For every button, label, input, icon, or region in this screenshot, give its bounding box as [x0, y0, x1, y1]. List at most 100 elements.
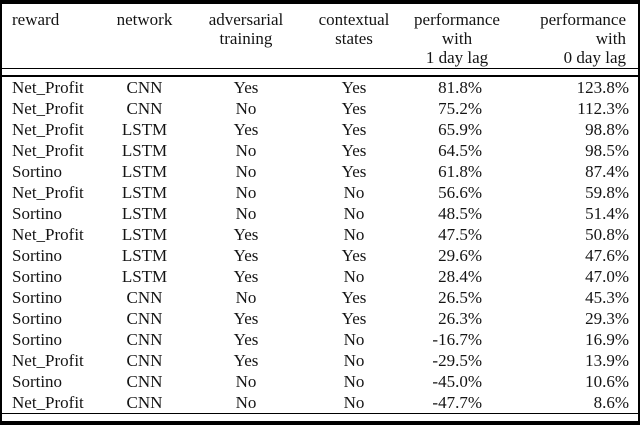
cell-performance-0day-lag: 123.8%: [576, 78, 629, 97]
cell-performance-1day-lag: -16.7%: [432, 330, 482, 349]
table-row: Sortino CNN No No -45.0% 10.6%: [2, 371, 638, 392]
cell-reward: Net_Profit: [12, 120, 84, 139]
cell-performance-1day-lag: 47.5%: [438, 225, 482, 244]
cell-adversarial-training: Yes: [233, 225, 259, 244]
cell-reward: Net_Profit: [12, 183, 84, 202]
cell-reward: Sortino: [12, 330, 63, 349]
cell-contextual-states: Yes: [341, 309, 367, 328]
cell-performance-0day-lag: 87.4%: [585, 162, 629, 181]
header-line: with: [441, 29, 473, 48]
header-line: reward: [12, 10, 60, 29]
cell-reward: Net_Profit: [12, 351, 84, 370]
cell-reward: Sortino: [12, 267, 63, 286]
cell-network: CNN: [126, 330, 163, 349]
cell-reward: Net_Profit: [12, 393, 84, 412]
cell-adversarial-training: No: [235, 99, 257, 118]
cell-performance-0day-lag: 98.8%: [585, 120, 629, 139]
cell-contextual-states: No: [343, 351, 365, 370]
cell-performance-0day-lag: 47.0%: [585, 267, 629, 286]
header-row: reward network adversarial training cont…: [2, 4, 638, 69]
cell-network: LSTM: [121, 120, 168, 139]
cell-network: LSTM: [121, 162, 168, 181]
cell-performance-1day-lag: 64.5%: [438, 141, 482, 160]
cell-adversarial-training: No: [235, 288, 257, 307]
col-header-network: network: [107, 4, 182, 69]
cell-performance-0day-lag: 59.8%: [585, 183, 629, 202]
cell-network: CNN: [126, 78, 163, 97]
cell-adversarial-training: Yes: [233, 246, 259, 265]
results-table: reward network adversarial training cont…: [2, 4, 638, 421]
cell-reward: Net_Profit: [12, 99, 84, 118]
cell-contextual-states: No: [343, 183, 365, 202]
table-row: Sortino LSTM Yes Yes 29.6% 47.6%: [2, 245, 638, 266]
table-row: Sortino LSTM Yes No 28.4% 47.0%: [2, 266, 638, 287]
cell-performance-1day-lag: -29.5%: [432, 351, 482, 370]
header-line: 1 day lag: [425, 48, 489, 67]
table-row: Sortino LSTM No Yes 61.8% 87.4%: [2, 161, 638, 182]
cell-network: LSTM: [121, 204, 168, 223]
cell-adversarial-training: No: [235, 141, 257, 160]
cell-contextual-states: No: [343, 330, 365, 349]
cell-network: LSTM: [121, 267, 168, 286]
cell-network: CNN: [126, 351, 163, 370]
cell-performance-1day-lag: 56.6%: [438, 183, 482, 202]
cell-network: LSTM: [121, 141, 168, 160]
cell-adversarial-training: Yes: [233, 78, 259, 97]
cell-adversarial-training: Yes: [233, 267, 259, 286]
cell-network: LSTM: [121, 246, 168, 265]
cell-adversarial-training: Yes: [233, 330, 259, 349]
table-footer: [2, 413, 638, 421]
cell-reward: Sortino: [12, 288, 63, 307]
col-header-contextual-states: contextual states: [310, 4, 398, 69]
cell-network: CNN: [126, 309, 163, 328]
cell-contextual-states: Yes: [341, 78, 367, 97]
table-header: reward network adversarial training cont…: [2, 4, 638, 77]
cell-performance-1day-lag: 61.8%: [438, 162, 482, 181]
cell-adversarial-training: No: [235, 372, 257, 391]
header-line: training: [219, 29, 273, 48]
cell-network: LSTM: [121, 225, 168, 244]
cell-performance-0day-lag: 51.4%: [585, 204, 629, 223]
cell-network: CNN: [126, 288, 163, 307]
header-double-rule: [2, 68, 638, 77]
cell-performance-0day-lag: 98.5%: [585, 141, 629, 160]
cell-performance-0day-lag: 50.8%: [585, 225, 629, 244]
table-row: Sortino CNN Yes No -16.7% 16.9%: [2, 329, 638, 350]
cell-contextual-states: Yes: [341, 246, 367, 265]
bottom-thin-rule: [2, 413, 638, 421]
cell-contextual-states: Yes: [341, 99, 367, 118]
cell-adversarial-training: No: [235, 162, 257, 181]
header-line: performance: [414, 10, 500, 29]
table-row: Net_Profit LSTM No No 56.6% 59.8%: [2, 182, 638, 203]
cell-network: CNN: [126, 372, 163, 391]
cell-network: CNN: [126, 393, 163, 412]
cell-performance-1day-lag: 26.5%: [438, 288, 482, 307]
table-body: Net_Profit CNN Yes Yes 81.8% 123.8% Net_…: [2, 76, 638, 414]
header-line: performance: [540, 10, 626, 29]
cell-performance-0day-lag: 10.6%: [585, 372, 629, 391]
cell-reward: Net_Profit: [12, 141, 84, 160]
cell-contextual-states: No: [343, 225, 365, 244]
cell-contextual-states: Yes: [341, 288, 367, 307]
cell-reward: Sortino: [12, 372, 63, 391]
table-row: Sortino LSTM No No 48.5% 51.4%: [2, 203, 638, 224]
cell-network: CNN: [126, 99, 163, 118]
cell-performance-1day-lag: 29.6%: [438, 246, 482, 265]
cell-performance-1day-lag: 48.5%: [438, 204, 482, 223]
cell-contextual-states: Yes: [341, 120, 367, 139]
cell-reward: Sortino: [12, 204, 63, 223]
cell-reward: Sortino: [12, 309, 63, 328]
table-row: Net_Profit CNN No No -47.7% 8.6%: [2, 392, 638, 414]
cell-performance-0day-lag: 45.3%: [585, 288, 629, 307]
header-line: contextual: [318, 10, 390, 29]
cell-performance-0day-lag: 8.6%: [593, 393, 629, 412]
cell-adversarial-training: Yes: [233, 120, 259, 139]
cell-performance-0day-lag: 29.3%: [585, 309, 629, 328]
cell-performance-0day-lag: 13.9%: [585, 351, 629, 370]
table-row: Sortino CNN No Yes 26.5% 45.3%: [2, 287, 638, 308]
cell-performance-1day-lag: 81.8%: [438, 78, 482, 97]
table-row: Net_Profit CNN Yes Yes 81.8% 123.8%: [2, 76, 638, 98]
cell-performance-1day-lag: 26.3%: [438, 309, 482, 328]
cell-adversarial-training: Yes: [233, 309, 259, 328]
table-row: Net_Profit CNN Yes No -29.5% 13.9%: [2, 350, 638, 371]
